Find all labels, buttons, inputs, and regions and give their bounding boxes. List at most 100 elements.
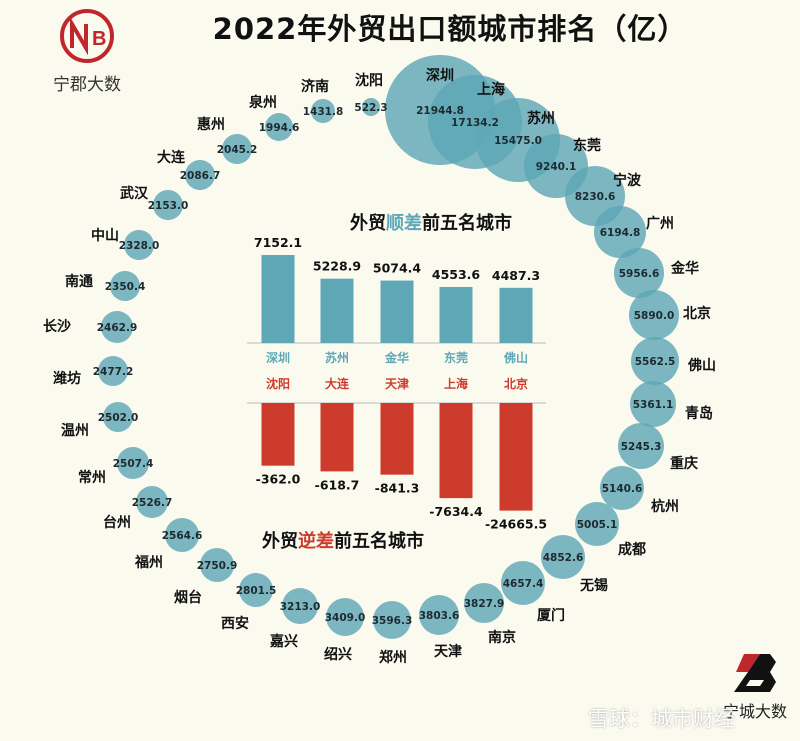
city-label: 烟台 (174, 589, 202, 606)
city-value: 5245.3 (621, 441, 662, 453)
city-bubble (464, 583, 504, 623)
city-bubble (239, 573, 273, 607)
surplus-city: 苏州 (325, 350, 349, 365)
city-label: 温州 (61, 423, 89, 439)
surplus-value: 4553.6 (432, 267, 481, 282)
city-value: 2564.6 (162, 530, 203, 542)
deficit-value: -841.3 (375, 481, 420, 496)
city-bubble (165, 518, 199, 552)
city-bubble (101, 311, 133, 343)
surplus-value: 7152.1 (254, 235, 302, 250)
city-label: 重庆 (670, 455, 698, 472)
city-label: 广州 (646, 215, 674, 232)
city-label: 济南 (301, 78, 329, 95)
surplus-title: 外贸顺差前五名城市 (350, 212, 512, 234)
city-value: 4852.6 (543, 552, 584, 564)
city-label: 厦门 (537, 607, 565, 624)
city-bubble (110, 271, 140, 301)
city-bubble (541, 535, 585, 579)
watermark: 雪球：城市财经 (588, 707, 735, 731)
city-label: 金华 (670, 260, 699, 277)
bubble-ring: 522.3 沈阳 21944.8 深圳 17134.2 上海 15475.0 苏州 9240.1… (43, 55, 716, 666)
city-label: 大连 (157, 149, 186, 166)
deficit-bar (439, 403, 473, 499)
city-value: 5956.6 (619, 268, 660, 280)
surplus-value: 4487.3 (492, 268, 540, 283)
city-bubble (153, 190, 183, 220)
city-value: 2750.9 (197, 560, 238, 572)
brand-b-icon (734, 654, 776, 692)
surplus-bar (439, 286, 473, 343)
page-title: 2022年外贸出口额城市排名（亿） (212, 12, 688, 46)
city-bubble (98, 356, 128, 386)
deficit-bar (261, 403, 295, 466)
city-label: 无锡 (579, 577, 608, 594)
surplus-value: 5228.9 (313, 259, 361, 274)
city-bubble (630, 381, 676, 427)
brand-logo: 宁城大数 (720, 652, 790, 722)
city-bubble (419, 595, 459, 635)
city-label: 佛山 (687, 357, 716, 374)
brand-text: 宁城大数 (722, 702, 787, 721)
city-value: 5890.0 (634, 310, 675, 322)
city-label: 绍兴 (324, 646, 352, 663)
city-label: 武汉 (120, 185, 149, 202)
city-label: 潍坊 (53, 370, 81, 387)
balance-bar-chart: 外贸顺差前五名城市 外贸逆差前五名城市 7152.1 深圳 5228.9 苏州 5074… (247, 212, 547, 552)
city-label: 上海 (477, 81, 505, 98)
deficit-city: 天津 (385, 376, 409, 391)
deficit-value: -7634.4 (429, 504, 483, 519)
city-value: 5361.1 (633, 399, 674, 411)
city-label: 北京 (683, 305, 711, 322)
deficit-bar (320, 403, 354, 472)
city-label: 苏州 (527, 110, 555, 127)
city-label: 泉州 (249, 94, 277, 111)
deficit-value: -24665.5 (485, 517, 547, 532)
surplus-bar (380, 280, 414, 343)
deficit-city: 北京 (504, 376, 528, 391)
logo: B 宁郡大数 (52, 8, 122, 95)
city-bubble (326, 598, 364, 636)
city-value: 2502.0 (98, 412, 139, 424)
city-label: 长沙 (43, 318, 71, 335)
city-bubble (618, 423, 664, 469)
city-label: 沈阳 (355, 72, 383, 89)
city-value: 21944.8 (416, 105, 464, 117)
city-value: 2507.4 (113, 458, 154, 470)
city-value: 17134.2 (451, 117, 499, 129)
city-label: 南通 (65, 273, 93, 290)
city-value: 1994.6 (259, 122, 300, 134)
city-label: 中山 (91, 227, 119, 244)
city-value: 2086.7 (180, 170, 221, 182)
city-value: 4657.4 (503, 578, 544, 590)
city-bubble (311, 99, 335, 123)
surplus-city: 佛山 (503, 350, 528, 365)
city-value: 2526.7 (132, 497, 173, 509)
surplus-city: 东莞 (444, 350, 468, 365)
city-value: 3596.3 (372, 615, 413, 627)
city-bubble (575, 502, 619, 546)
surplus-city: 金华 (384, 350, 409, 365)
city-bubble (594, 206, 646, 258)
city-label: 惠州 (197, 116, 225, 133)
city-value: 5562.5 (635, 356, 676, 368)
city-label: 福州 (134, 554, 163, 571)
deficit-bar (499, 403, 533, 511)
city-label: 宁波 (613, 172, 642, 189)
city-label: 嘉兴 (269, 633, 298, 650)
city-bubble (629, 290, 679, 340)
city-label: 南京 (488, 629, 516, 646)
city-bubble (614, 248, 664, 298)
city-label: 台州 (103, 514, 131, 531)
city-value: 15475.0 (494, 135, 542, 147)
nb-logo-icon: B (60, 9, 114, 63)
city-bubble (124, 230, 154, 260)
city-bubble (103, 402, 133, 432)
city-bubble (362, 98, 380, 116)
city-value: 3409.0 (325, 612, 366, 624)
city-bubble (117, 447, 149, 479)
city-value: 2477.2 (93, 366, 134, 378)
city-bubble (282, 588, 318, 624)
svg-text:B: B (92, 28, 106, 50)
